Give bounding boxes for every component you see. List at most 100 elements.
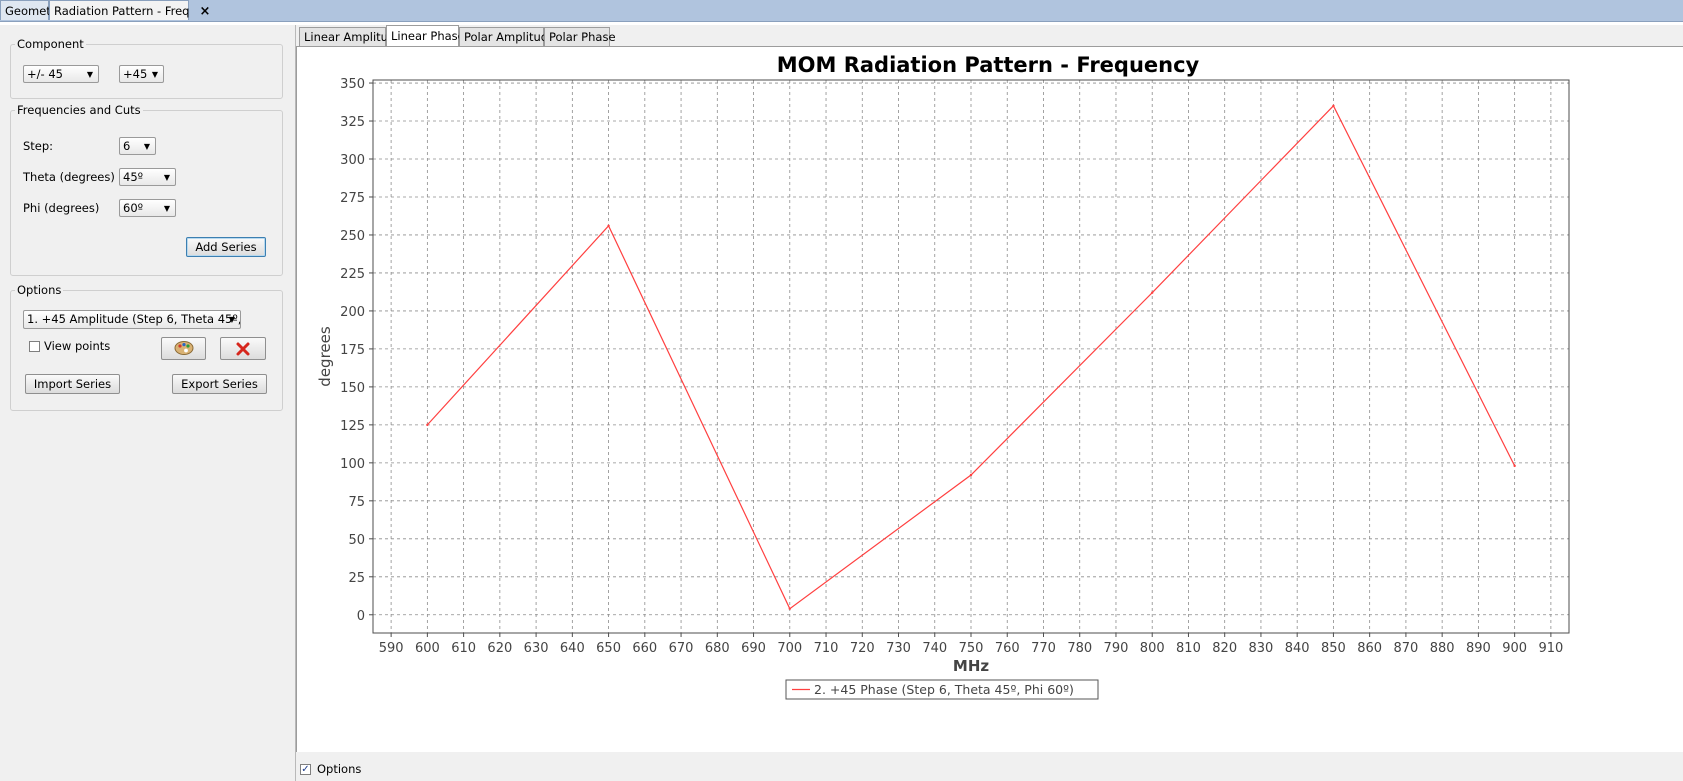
y-tick-label: 175 xyxy=(340,343,365,358)
doc-tab-radiation-pattern-label: Radiation Pattern - Freq xyxy=(54,4,190,18)
data-point xyxy=(607,224,610,228)
phase-chart: MOM Radiation Pattern - Frequency 0 25 50 7… xyxy=(297,47,1683,752)
frequencies-group: Frequencies and Cuts xyxy=(10,103,283,276)
x-tick-label: 610 xyxy=(451,641,476,656)
x-tick-label: 690 xyxy=(741,641,766,656)
series-select-value: 1. +45 Amplitude (Step 6, Theta 45º,... xyxy=(27,312,241,326)
left-panel: Component +/- 45 ▼ +45 ▼ Frequencies and C… xyxy=(0,25,296,781)
export-series-button[interactable]: Export Series xyxy=(172,374,267,394)
tab-linear-amplitude[interactable]: Linear Amplitude xyxy=(299,27,402,46)
delete-series-button[interactable] xyxy=(220,337,266,360)
x-tick-label: 910 xyxy=(1538,641,1563,656)
y-tick-label: 150 xyxy=(340,381,365,396)
document-tab-bar: Geometry Radiation Pattern - Freq × xyxy=(0,0,1683,22)
chart-legend: 2. +45 Phase (Step 6, Theta 45º, Phi 60º… xyxy=(785,679,1099,700)
y-tick-label: 275 xyxy=(340,191,365,206)
x-tick-label: 830 xyxy=(1249,641,1274,656)
x-tick-label: 790 xyxy=(1104,641,1129,656)
plot-frame xyxy=(372,79,1570,634)
chevron-down-icon: ▼ xyxy=(163,173,170,182)
chart-title: MOM Radiation Pattern - Frequency xyxy=(777,53,1200,77)
y-axis-label: degrees xyxy=(316,326,334,387)
x-tick-label: 750 xyxy=(959,641,984,656)
x-tick-label: 740 xyxy=(922,641,947,656)
component-select-value: +/- 45 xyxy=(27,67,63,81)
x-tick-label: 710 xyxy=(814,641,839,656)
chart-grid xyxy=(373,80,1569,633)
x-tick-label: 730 xyxy=(886,641,911,656)
theta-select[interactable]: 45º ▼ xyxy=(119,168,176,186)
theta-select-value: 45º xyxy=(123,170,144,184)
tab-linear-phase[interactable]: Linear Phase xyxy=(386,25,465,47)
x-tick-label: 850 xyxy=(1321,641,1346,656)
x-tick-label: 880 xyxy=(1430,641,1455,656)
x-tick-label: 720 xyxy=(850,641,875,656)
polarization-select-value: +45 xyxy=(123,67,148,81)
step-select[interactable]: 6 ▼ xyxy=(119,137,156,155)
x-tick-label: 780 xyxy=(1067,641,1092,656)
series-layer xyxy=(426,104,1516,610)
doc-tab-geometry-label: Geometry xyxy=(5,4,63,18)
view-points-label: View points xyxy=(44,339,111,353)
x-tick-label: 620 xyxy=(487,641,512,656)
delete-icon xyxy=(236,342,250,356)
x-tick-label: 810 xyxy=(1176,641,1201,656)
y-axis-ticks: 0 25 50 75 100 125 150 175 200 225 250 275 300 325 350 xyxy=(340,77,373,624)
y-tick-label: 350 xyxy=(340,77,365,92)
view-points-checkbox[interactable] xyxy=(29,341,40,352)
x-tick-label: 700 xyxy=(777,641,802,656)
tab-polar-amplitude[interactable]: Polar Amplitude xyxy=(459,27,555,46)
x-tick-label: 760 xyxy=(995,641,1020,656)
chart-container: MOM Radiation Pattern - Frequency 0 25 50 7… xyxy=(296,46,1683,752)
data-point xyxy=(426,423,429,427)
options-checkbox-label: Options xyxy=(317,762,362,776)
add-series-button[interactable]: Add Series xyxy=(186,237,266,257)
x-tick-label: 680 xyxy=(705,641,730,656)
y-tick-label: 225 xyxy=(340,267,365,282)
import-series-button[interactable]: Import Series xyxy=(25,374,120,394)
x-tick-label: 590 xyxy=(379,641,404,656)
legend-box xyxy=(785,679,1099,700)
step-label: Step: xyxy=(23,139,54,153)
data-point xyxy=(1332,104,1335,108)
x-tick-label: 650 xyxy=(596,641,621,656)
x-axis-ticks: 590 600 610 620 630 640 650 660 670 680 690 700 710 7… xyxy=(379,633,1563,656)
y-tick-label: 0 xyxy=(357,609,365,624)
x-tick-label: 800 xyxy=(1140,641,1165,656)
chevron-down-icon: ▼ xyxy=(86,70,93,79)
x-tick-label: 840 xyxy=(1285,641,1310,656)
phi-select-value: 60º xyxy=(123,201,144,215)
y-tick-label: 75 xyxy=(348,495,365,510)
y-tick-label: 100 xyxy=(340,457,365,472)
options-checkbox[interactable]: ✓ xyxy=(300,764,311,775)
x-tick-label: 670 xyxy=(669,641,694,656)
component-select[interactable]: +/- 45 ▼ xyxy=(23,65,99,83)
y-tick-label: 200 xyxy=(340,305,365,320)
phi-select[interactable]: 60º ▼ xyxy=(119,199,176,217)
y-tick-label: 300 xyxy=(340,153,365,168)
x-axis-label: MHz xyxy=(953,657,989,675)
x-tick-label: 640 xyxy=(560,641,585,656)
polarization-select[interactable]: +45 ▼ xyxy=(119,65,164,83)
data-point xyxy=(788,607,791,610)
chevron-down-icon: ▼ xyxy=(151,70,158,79)
doc-tab-radiation-pattern[interactable]: Radiation Pattern - Freq × xyxy=(49,0,210,20)
options-legend: Options xyxy=(17,283,62,297)
data-point xyxy=(1151,291,1154,294)
series-select[interactable]: 1. +45 Amplitude (Step 6, Theta 45º,... ▼ xyxy=(23,310,241,329)
chevron-down-icon: ▼ xyxy=(143,142,150,151)
y-tick-label: 125 xyxy=(340,419,365,434)
x-tick-label: 820 xyxy=(1212,641,1237,656)
tab-polar-phase[interactable]: Polar Phase xyxy=(544,27,616,46)
y-tick-label: 250 xyxy=(340,229,365,244)
x-tick-label: 890 xyxy=(1466,641,1491,656)
series-color-button[interactable] xyxy=(161,337,206,360)
palette-icon xyxy=(174,341,193,355)
doc-tab-geometry[interactable]: Geometry xyxy=(0,0,62,20)
y-tick-label: 25 xyxy=(348,571,365,586)
chevron-down-icon: ▼ xyxy=(228,315,235,324)
data-point xyxy=(969,473,973,477)
component-legend: Component xyxy=(17,37,84,51)
legend-label: 2. +45 Phase (Step 6, Theta 45º, Phi 60º… xyxy=(814,682,1074,697)
close-icon[interactable]: × xyxy=(199,4,211,19)
